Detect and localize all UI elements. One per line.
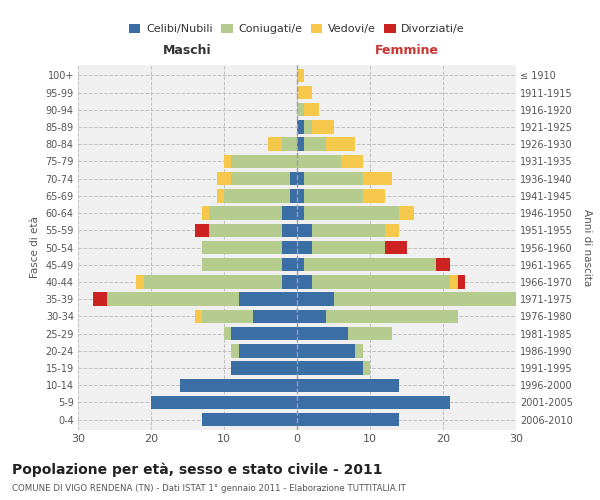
Bar bbox=[297, 172, 304, 186]
Text: COMUNE DI VIGO RENDENA (TN) - Dati ISTAT 1° gennaio 2011 - Elaborazione TUTTITAL: COMUNE DI VIGO RENDENA (TN) - Dati ISTAT… bbox=[12, 484, 406, 493]
Bar bbox=[224, 327, 232, 340]
Bar bbox=[195, 224, 209, 237]
Bar bbox=[385, 241, 407, 254]
Bar bbox=[297, 241, 311, 254]
Bar bbox=[334, 292, 516, 306]
Bar bbox=[92, 292, 107, 306]
Bar bbox=[224, 154, 232, 168]
Bar bbox=[107, 292, 239, 306]
Bar bbox=[304, 258, 436, 272]
Bar bbox=[297, 327, 348, 340]
Bar bbox=[232, 172, 290, 186]
Bar bbox=[304, 120, 311, 134]
Bar bbox=[290, 189, 297, 202]
Bar bbox=[297, 224, 311, 237]
Text: Femmine: Femmine bbox=[374, 44, 439, 58]
Bar bbox=[290, 172, 297, 186]
Bar bbox=[297, 258, 304, 272]
Bar bbox=[297, 310, 326, 323]
Bar bbox=[297, 206, 304, 220]
Bar bbox=[297, 120, 304, 134]
Text: Maschi: Maschi bbox=[163, 44, 212, 58]
Bar bbox=[297, 275, 311, 288]
Bar bbox=[304, 103, 319, 117]
Bar bbox=[399, 206, 414, 220]
Bar bbox=[311, 241, 385, 254]
Bar bbox=[297, 378, 399, 392]
Legend: Celibi/Nubili, Coniugati/e, Vedovi/e, Divorziati/e: Celibi/Nubili, Coniugati/e, Vedovi/e, Di… bbox=[125, 20, 469, 39]
Bar bbox=[458, 275, 465, 288]
Bar bbox=[362, 172, 392, 186]
Bar bbox=[136, 275, 144, 288]
Bar bbox=[283, 224, 297, 237]
Bar bbox=[326, 138, 355, 151]
Bar bbox=[297, 362, 362, 374]
Bar bbox=[209, 224, 283, 237]
Bar bbox=[202, 310, 253, 323]
Bar bbox=[232, 362, 297, 374]
Bar bbox=[297, 344, 355, 358]
Bar bbox=[304, 206, 399, 220]
Bar bbox=[297, 103, 304, 117]
Bar bbox=[297, 86, 311, 100]
Bar bbox=[297, 189, 304, 202]
Bar bbox=[202, 241, 283, 254]
Bar bbox=[180, 378, 297, 392]
Bar bbox=[151, 396, 297, 409]
Bar bbox=[297, 154, 341, 168]
Bar bbox=[304, 189, 362, 202]
Bar bbox=[202, 413, 297, 426]
Bar bbox=[239, 344, 297, 358]
Bar bbox=[283, 241, 297, 254]
Bar bbox=[283, 258, 297, 272]
Bar bbox=[311, 120, 334, 134]
Bar bbox=[362, 189, 385, 202]
Bar bbox=[304, 172, 362, 186]
Text: Popolazione per età, sesso e stato civile - 2011: Popolazione per età, sesso e stato civil… bbox=[12, 462, 383, 477]
Bar bbox=[355, 344, 362, 358]
Bar bbox=[297, 138, 304, 151]
Bar bbox=[297, 68, 304, 82]
Bar bbox=[202, 258, 283, 272]
Bar bbox=[516, 292, 523, 306]
Bar bbox=[362, 362, 370, 374]
Bar bbox=[341, 154, 362, 168]
Bar bbox=[202, 206, 209, 220]
Bar bbox=[253, 310, 297, 323]
Bar bbox=[326, 310, 458, 323]
Bar bbox=[224, 189, 290, 202]
Y-axis label: Fasce di età: Fasce di età bbox=[30, 216, 40, 278]
Bar bbox=[239, 292, 297, 306]
Bar bbox=[283, 206, 297, 220]
Bar bbox=[268, 138, 283, 151]
Y-axis label: Anni di nascita: Anni di nascita bbox=[583, 209, 592, 286]
Bar bbox=[385, 224, 399, 237]
Bar bbox=[232, 344, 239, 358]
Bar bbox=[304, 138, 326, 151]
Bar bbox=[297, 396, 450, 409]
Bar bbox=[311, 224, 385, 237]
Bar bbox=[297, 413, 399, 426]
Bar bbox=[450, 275, 458, 288]
Bar bbox=[436, 258, 450, 272]
Bar bbox=[311, 275, 450, 288]
Bar bbox=[232, 154, 297, 168]
Bar bbox=[283, 138, 297, 151]
Bar bbox=[348, 327, 392, 340]
Bar bbox=[144, 275, 283, 288]
Bar bbox=[232, 327, 297, 340]
Bar bbox=[217, 172, 232, 186]
Bar bbox=[209, 206, 283, 220]
Bar bbox=[283, 275, 297, 288]
Bar bbox=[297, 292, 334, 306]
Bar bbox=[195, 310, 202, 323]
Bar bbox=[217, 189, 224, 202]
